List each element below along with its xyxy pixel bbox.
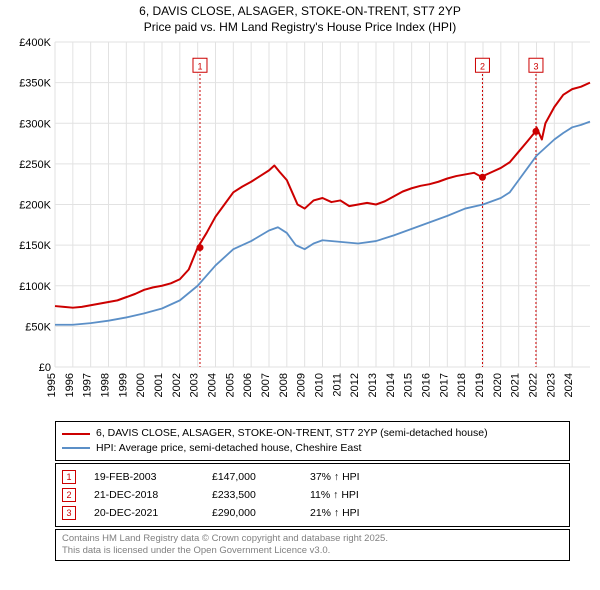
y-tick-label: £150K (19, 240, 51, 252)
chart-title: 6, DAVIS CLOSE, ALSAGER, STOKE-ON-TRENT,… (0, 0, 600, 37)
x-tick-label: 2013 (367, 373, 379, 397)
legend: 6, DAVIS CLOSE, ALSAGER, STOKE-ON-TRENT,… (55, 421, 570, 460)
x-tick-label: 2014 (385, 373, 397, 397)
x-tick-label: 1999 (117, 373, 129, 397)
x-tick-label: 2006 (242, 373, 254, 397)
x-tick-label: 1997 (82, 373, 94, 397)
x-tick-label: 1996 (64, 373, 76, 397)
sale-price: £147,000 (212, 471, 292, 483)
sales-table: 1 19-FEB-2003 £147,000 37% ↑ HPI 2 21-DEC-201… (55, 463, 570, 527)
x-tick-label: 2010 (314, 373, 326, 397)
x-tick-label: 2023 (545, 373, 557, 397)
x-tick-label: 2005 (224, 373, 236, 397)
sale-date: 19-FEB-2003 (94, 471, 194, 483)
attribution: Contains HM Land Registry data © Crown c… (55, 529, 570, 562)
y-tick-label: £100K (19, 281, 51, 293)
sale-marker-label: 2 (480, 61, 485, 71)
x-tick-label: 2002 (171, 373, 183, 397)
sale-diff: 37% ↑ HPI (310, 471, 400, 483)
y-tick-label: £300K (19, 118, 51, 130)
sale-price: £233,500 (212, 489, 292, 501)
sale-marker-icon: 3 (62, 506, 76, 520)
y-tick-label: £0 (39, 362, 51, 374)
y-tick-label: £250K (19, 159, 51, 171)
x-tick-label: 2012 (349, 373, 361, 397)
x-tick-label: 2015 (403, 373, 415, 397)
legend-swatch (62, 433, 90, 435)
x-tick-label: 2021 (510, 373, 522, 397)
sale-marker-icon: 1 (62, 470, 76, 484)
legend-swatch (62, 447, 90, 449)
x-tick-label: 2000 (135, 373, 147, 397)
sale-row: 1 19-FEB-2003 £147,000 37% ↑ HPI (62, 468, 563, 486)
x-tick-label: 1995 (46, 373, 58, 397)
sale-price: £290,000 (212, 507, 292, 519)
sale-row: 2 21-DEC-2018 £233,500 11% ↑ HPI (62, 486, 563, 504)
attribution-line-1: Contains HM Land Registry data © Crown c… (62, 533, 563, 545)
x-tick-label: 2004 (207, 373, 219, 397)
sale-date: 21-DEC-2018 (94, 489, 194, 501)
y-tick-label: £200K (19, 200, 51, 212)
x-tick-label: 2024 (563, 373, 575, 397)
y-tick-label: £400K (19, 37, 51, 49)
x-tick-label: 2020 (492, 373, 504, 397)
line-chart-svg: £0 £50K £100K £150K £200K £250K £300K £350K £400… (0, 37, 600, 417)
legend-label: HPI: Average price, semi-detached house,… (96, 441, 361, 456)
x-tick-label: 1998 (100, 373, 112, 397)
sale-date: 20-DEC-2021 (94, 507, 194, 519)
sale-diff: 21% ↑ HPI (310, 507, 400, 519)
title-line-1: 6, DAVIS CLOSE, ALSAGER, STOKE-ON-TRENT,… (0, 4, 600, 20)
x-tick-label: 2018 (456, 373, 468, 397)
x-tick-label: 2019 (474, 373, 486, 397)
chart-area: £0 £50K £100K £150K £200K £250K £300K £350K £400… (0, 37, 600, 417)
legend-item: HPI: Average price, semi-detached house,… (62, 441, 563, 456)
y-tick-label: £350K (19, 78, 51, 90)
title-line-2: Price paid vs. HM Land Registry's House … (0, 20, 600, 36)
sale-marker-label: 3 (533, 61, 538, 71)
sale-marker-icon: 2 (62, 488, 76, 502)
sale-diff: 11% ↑ HPI (310, 489, 400, 501)
x-tick-label: 2022 (528, 373, 540, 397)
legend-item: 6, DAVIS CLOSE, ALSAGER, STOKE-ON-TRENT,… (62, 426, 563, 441)
x-tick-label: 2003 (189, 373, 201, 397)
legend-label: 6, DAVIS CLOSE, ALSAGER, STOKE-ON-TRENT,… (96, 426, 488, 441)
x-tick-label: 2011 (331, 373, 343, 397)
sale-marker-label: 1 (197, 61, 202, 71)
x-tick-label: 2009 (296, 373, 308, 397)
x-tick-label: 2001 (153, 373, 165, 397)
x-tick-label: 2008 (278, 373, 290, 397)
x-tick-label: 2007 (260, 373, 272, 397)
attribution-line-2: This data is licensed under the Open Gov… (62, 545, 563, 557)
x-tick-label: 2016 (421, 373, 433, 397)
x-tick-label: 2017 (438, 373, 450, 397)
sale-row: 3 20-DEC-2021 £290,000 21% ↑ HPI (62, 504, 563, 522)
y-tick-label: £50K (25, 322, 51, 334)
